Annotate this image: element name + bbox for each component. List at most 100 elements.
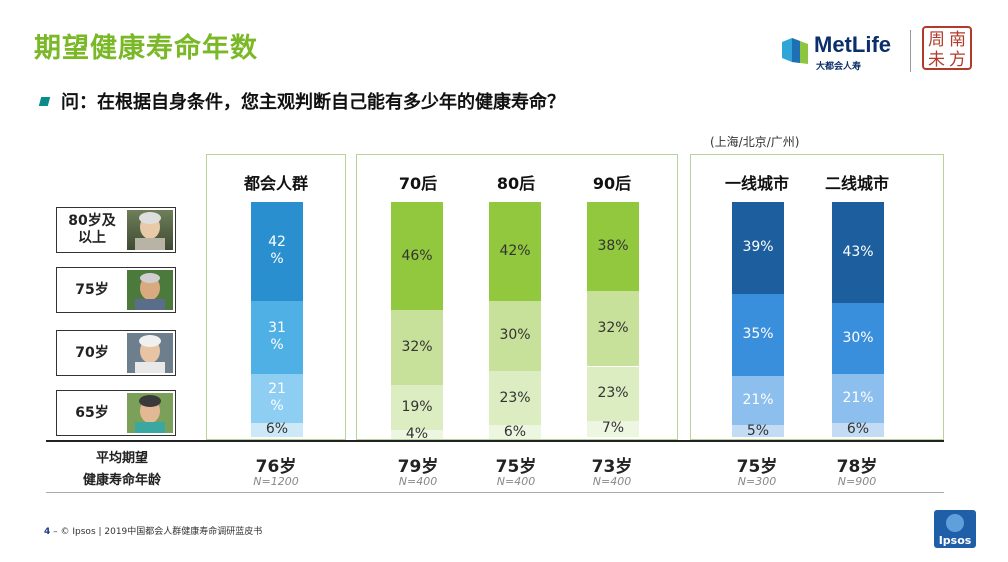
sample-size: N=400 <box>592 475 632 488</box>
panel-generations <box>356 154 678 440</box>
bar-value-label: 43% <box>842 244 874 261</box>
ipsos-wordmark: Ipsos <box>938 534 972 547</box>
bar-segment: 23% <box>489 371 541 426</box>
legend-label: 75岁 <box>75 281 109 298</box>
bar-value-label: 4% <box>405 426 429 443</box>
metlife-logo: MetLife 大都会人寿 <box>780 32 900 72</box>
elderly-portrait-photo <box>127 393 173 433</box>
bar-segment: 21 % <box>251 373 303 423</box>
bar-value-label: 38% <box>597 238 629 255</box>
bullet-icon <box>38 97 51 106</box>
bar-segment: 42 % <box>251 202 303 301</box>
sample-size: N=400 <box>398 475 438 488</box>
legend-item-65: 65岁 <box>56 390 176 436</box>
sample-size: N=1200 <box>253 475 299 488</box>
bar-segment: 5% <box>732 422 784 439</box>
sample-size: N=900 <box>837 475 877 488</box>
bar-segment: 21% <box>832 373 884 423</box>
bar-value-label: 19% <box>401 399 433 416</box>
average-age-label: 平均期望 健康寿命年龄 <box>72 448 172 492</box>
metlife-wordmark: MetLife <box>814 32 891 57</box>
bar-segment: 7% <box>587 420 639 437</box>
bar-value-label: 35% <box>742 326 774 343</box>
bar-segment: 32% <box>587 291 639 367</box>
average-age-value: 75岁 <box>736 457 778 477</box>
bar-value-label: 42 % <box>268 234 286 268</box>
panel-urban <box>206 154 346 440</box>
footer-text: © Ipsos | 2019中国都会人群健康寿命调研蓝皮书 <box>60 527 263 537</box>
average-age-value: 76岁 <box>255 457 297 477</box>
seal-logo: 周 南 未 方 <box>922 26 972 70</box>
question-text: 问：在根据自身条件，您主观判断自己能有多少年的健康寿命？ <box>61 92 565 113</box>
bar-segment: 30% <box>489 300 541 372</box>
elderly-portrait-photo <box>127 270 173 310</box>
metlife-subtitle: 大都会人寿 <box>816 62 862 72</box>
bar-value-label: 23% <box>499 389 531 406</box>
bar-value-label: 6% <box>503 423 527 440</box>
bar-value-label: 30% <box>842 329 874 346</box>
bar-segment: 32% <box>391 310 443 386</box>
legend-item-80plus: 80岁及 以上 <box>56 207 176 253</box>
bar-value-label: 5% <box>746 422 770 439</box>
bar-value-label: 7% <box>601 420 625 437</box>
bar-segment: 46% <box>391 202 443 311</box>
seal-char: 未 <box>928 50 945 70</box>
city-note: (上海/北京/广州) <box>710 135 800 149</box>
bar-value-label: 32% <box>597 320 629 337</box>
footer: 4 – © Ipsos | 2019中国都会人群健康寿命调研蓝皮书 <box>44 524 262 537</box>
bar-value-label: 42% <box>499 242 531 259</box>
average-age-label-line2: 健康寿命年龄 <box>82 473 161 488</box>
column-header: 80后 <box>496 174 536 193</box>
page-number: 4 <box>44 527 51 537</box>
footer-dash: – <box>53 527 58 537</box>
legend-label: 80岁及 以上 <box>68 213 116 246</box>
seal-char: 方 <box>949 50 966 70</box>
bar-value-label: 30% <box>499 327 531 344</box>
bar-segment: 30% <box>832 303 884 374</box>
panel-cities <box>690 154 944 440</box>
bar-segment: 39% <box>732 202 784 294</box>
bar-segment: 23% <box>587 366 639 421</box>
legend-item-75: 75岁 <box>56 267 176 313</box>
survey-question: 问：在根据自身条件，您主观判断自己能有多少年的健康寿命？ <box>38 88 565 114</box>
sample-size: N=300 <box>737 475 777 488</box>
bar-value-label: 32% <box>401 339 433 356</box>
legend-item-70: 70岁 <box>56 330 176 376</box>
column-header: 90后 <box>592 174 632 193</box>
chart-baseline <box>46 440 944 442</box>
bar-value-label: 39% <box>742 239 774 256</box>
seal-char: 南 <box>949 30 966 50</box>
column-header: 二线城市 <box>824 174 889 193</box>
bar-segment: 38% <box>587 202 639 292</box>
bar-value-label: 23% <box>597 385 629 402</box>
legend-label: 70岁 <box>75 344 109 361</box>
bar-segment: 4% <box>391 426 443 442</box>
page-title: 期望健康寿命年数 <box>34 33 258 64</box>
bar-value-label: 6% <box>846 421 870 438</box>
bar-segment: 21% <box>732 375 784 426</box>
elderly-portrait-photo <box>127 210 173 250</box>
ipsos-logo: Ipsos <box>934 510 976 548</box>
bar-value-label: 21% <box>842 389 874 406</box>
average-age-label-line1: 平均期望 <box>95 451 148 466</box>
bar-value-label: 21% <box>742 392 774 409</box>
bar-segment: 19% <box>391 385 443 430</box>
table-bottom-rule <box>46 492 944 493</box>
seal-char: 周 <box>928 30 945 50</box>
sample-size: N=400 <box>496 475 536 488</box>
column-header: 一线城市 <box>724 174 789 193</box>
bar-value-label: 46% <box>401 247 433 264</box>
ipsos-circle-icon <box>946 514 964 532</box>
bar-segment: 6% <box>251 421 303 437</box>
bar-value-label: 31 % <box>268 320 286 354</box>
elderly-portrait-photo <box>127 333 173 373</box>
bar-segment: 42% <box>489 202 541 301</box>
bar-value-label: 21 % <box>268 381 286 415</box>
average-age-value: 73岁 <box>591 457 633 477</box>
average-age-value: 75岁 <box>495 457 537 477</box>
bar-segment: 6% <box>832 421 884 438</box>
bar-segment: 43% <box>832 202 884 304</box>
average-age-value: 78岁 <box>836 457 878 477</box>
bar-segment: 6% <box>489 423 541 440</box>
bar-segment: 35% <box>732 293 784 376</box>
